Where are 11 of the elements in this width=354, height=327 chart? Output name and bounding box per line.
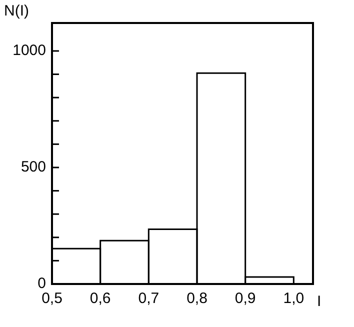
x-tick-label: 1,0 bbox=[283, 290, 304, 308]
y-tick-label: 0 bbox=[38, 275, 46, 292]
y-tick-label: 1000 bbox=[12, 42, 46, 60]
x-tick-label: 0,5 bbox=[42, 290, 62, 308]
y-axis-title: N(I) bbox=[4, 2, 29, 20]
x-tick-label: 0,8 bbox=[186, 290, 208, 308]
x-tick-label: 0,7 bbox=[138, 290, 160, 308]
y-tick-label: 500 bbox=[20, 158, 46, 176]
x-tick-label: 0,9 bbox=[234, 290, 256, 308]
x-axis-title: I bbox=[317, 293, 322, 310]
x-tick-label: 0,6 bbox=[90, 290, 111, 308]
